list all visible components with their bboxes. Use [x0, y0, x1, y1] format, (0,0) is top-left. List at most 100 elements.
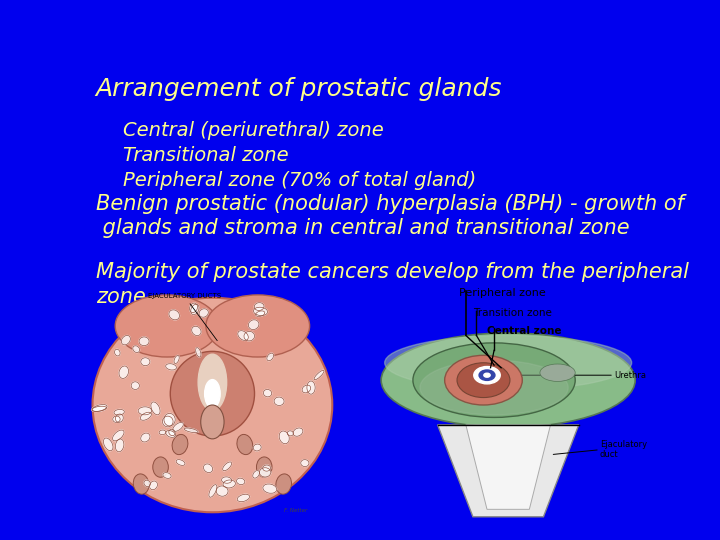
Ellipse shape — [307, 381, 315, 394]
Ellipse shape — [115, 439, 124, 452]
Ellipse shape — [168, 429, 175, 436]
Ellipse shape — [256, 457, 272, 477]
Text: Urethra: Urethra — [614, 370, 646, 380]
Ellipse shape — [445, 355, 522, 405]
Ellipse shape — [237, 478, 245, 484]
Ellipse shape — [198, 354, 227, 410]
Ellipse shape — [209, 485, 217, 497]
Ellipse shape — [237, 434, 253, 455]
Ellipse shape — [104, 438, 113, 451]
Text: Peripheral zone: Peripheral zone — [459, 288, 546, 298]
Ellipse shape — [184, 428, 198, 433]
Ellipse shape — [131, 382, 140, 389]
Ellipse shape — [176, 460, 185, 465]
Ellipse shape — [253, 444, 261, 451]
Ellipse shape — [166, 364, 176, 370]
Ellipse shape — [201, 405, 224, 439]
Ellipse shape — [199, 309, 208, 317]
Ellipse shape — [92, 298, 332, 512]
Ellipse shape — [381, 333, 635, 427]
Text: Transition zone: Transition zone — [473, 308, 552, 318]
Ellipse shape — [314, 370, 324, 380]
Ellipse shape — [153, 457, 168, 477]
Ellipse shape — [133, 474, 149, 494]
Ellipse shape — [192, 326, 201, 335]
Ellipse shape — [139, 337, 149, 346]
Ellipse shape — [216, 486, 228, 496]
Ellipse shape — [222, 462, 232, 471]
Ellipse shape — [244, 332, 255, 341]
Ellipse shape — [114, 349, 120, 356]
Ellipse shape — [159, 430, 166, 435]
Ellipse shape — [540, 364, 575, 381]
Ellipse shape — [238, 494, 250, 502]
Ellipse shape — [301, 460, 309, 467]
Ellipse shape — [122, 335, 130, 345]
Ellipse shape — [151, 402, 160, 415]
Text: Ejaculatory
duct: Ejaculatory duct — [600, 440, 647, 460]
Ellipse shape — [479, 370, 495, 380]
Ellipse shape — [267, 353, 274, 361]
Ellipse shape — [263, 484, 276, 493]
Ellipse shape — [279, 431, 289, 444]
Ellipse shape — [204, 464, 212, 472]
Ellipse shape — [119, 366, 129, 379]
Text: Peripheral zone (70% of total gland): Peripheral zone (70% of total gland) — [124, 171, 477, 190]
Ellipse shape — [484, 373, 490, 377]
Ellipse shape — [264, 389, 271, 397]
Ellipse shape — [113, 416, 120, 422]
Ellipse shape — [274, 397, 284, 406]
Ellipse shape — [163, 416, 173, 427]
Ellipse shape — [204, 380, 220, 408]
Polygon shape — [438, 425, 579, 517]
Text: F. Netter: F. Netter — [284, 508, 307, 513]
Ellipse shape — [140, 412, 151, 420]
Text: EJACULATORY DUCTS: EJACULATORY DUCTS — [148, 293, 221, 341]
Ellipse shape — [256, 311, 265, 316]
Ellipse shape — [302, 385, 310, 393]
Ellipse shape — [140, 433, 150, 442]
Ellipse shape — [259, 468, 271, 477]
Ellipse shape — [144, 480, 150, 487]
Ellipse shape — [174, 355, 179, 363]
Ellipse shape — [384, 335, 631, 390]
Ellipse shape — [238, 330, 248, 340]
Ellipse shape — [287, 431, 294, 436]
Ellipse shape — [115, 414, 123, 422]
Text: Central (periurethral) zone: Central (periurethral) zone — [124, 121, 384, 140]
Ellipse shape — [248, 320, 259, 329]
Ellipse shape — [206, 295, 310, 357]
Text: Central zone: Central zone — [487, 326, 562, 335]
Ellipse shape — [163, 472, 171, 478]
Ellipse shape — [457, 363, 510, 397]
Ellipse shape — [138, 407, 152, 415]
Ellipse shape — [191, 305, 199, 315]
Ellipse shape — [276, 474, 292, 494]
Ellipse shape — [112, 430, 124, 441]
Text: Transitional zone: Transitional zone — [124, 146, 289, 165]
Ellipse shape — [223, 480, 235, 488]
Ellipse shape — [132, 346, 140, 353]
Ellipse shape — [474, 367, 500, 384]
Ellipse shape — [196, 348, 201, 357]
Ellipse shape — [170, 352, 255, 436]
Ellipse shape — [115, 295, 219, 357]
Ellipse shape — [92, 404, 107, 411]
Ellipse shape — [253, 470, 259, 478]
Ellipse shape — [222, 477, 232, 483]
Ellipse shape — [92, 406, 107, 411]
Ellipse shape — [413, 343, 575, 417]
Ellipse shape — [253, 307, 268, 315]
Ellipse shape — [172, 434, 188, 455]
Ellipse shape — [164, 413, 175, 426]
Ellipse shape — [150, 481, 158, 490]
Ellipse shape — [293, 428, 303, 436]
Ellipse shape — [141, 358, 150, 366]
Ellipse shape — [263, 465, 271, 471]
Ellipse shape — [173, 422, 184, 431]
Polygon shape — [466, 425, 551, 509]
Ellipse shape — [254, 302, 264, 310]
Text: Arrangement of prostatic glands: Arrangement of prostatic glands — [96, 77, 502, 102]
Ellipse shape — [189, 303, 197, 313]
Ellipse shape — [114, 409, 125, 415]
